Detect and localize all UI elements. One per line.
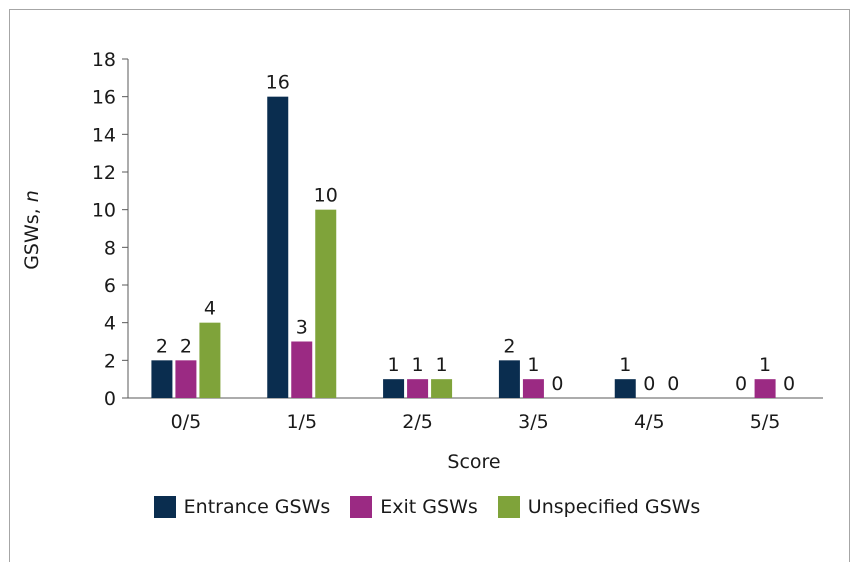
data-label: 0 [643,373,655,395]
legend-label-exit: Exit GSWs [380,496,478,518]
legend: Entrance GSWs Exit GSWs Unspecified GSWs [0,496,854,518]
y-tick-label: 2 [104,350,116,372]
bar [754,379,776,398]
legend-item-entrance: Entrance GSWs [153,496,331,518]
data-label: 1 [527,354,539,376]
data-label: 1 [388,354,400,376]
x-tick-label: 1/5 [286,411,317,433]
bar [315,209,337,398]
bar [614,379,636,398]
y-tick-label: 0 [104,388,116,410]
bar [383,379,405,398]
data-label: 0 [551,373,563,395]
bar [498,360,520,398]
bar [431,379,453,398]
legend-label-entrance: Entrance GSWs [183,496,331,518]
legend-swatch-entrance [153,496,176,518]
data-label: 3 [296,317,308,339]
x-axis-title: Score [447,451,500,473]
y-tick-label: 18 [92,49,116,71]
bar [175,360,197,398]
data-label: 2 [180,335,192,357]
data-label: 1 [436,354,448,376]
x-axis: 0/5 1/5 2/5 3/5 4/5 5/5 [128,397,823,433]
data-label: 1 [759,354,771,376]
data-label: 2 [156,335,168,357]
data-label: 1 [412,354,424,376]
y-axis-title-main: GSWs, [21,202,43,270]
bars [151,96,776,399]
bar [151,360,173,398]
x-tick-label: 0/5 [171,411,202,433]
bar [199,322,221,398]
bar [407,379,429,398]
y-tick-label: 16 [92,87,116,109]
data-label: 0 [667,373,679,395]
legend-swatch-exit [350,496,373,518]
bar [267,96,289,399]
bar [522,379,544,398]
y-tick-label: 10 [92,200,116,222]
legend-item-exit: Exit GSWs [350,496,478,518]
data-label: 1 [619,354,631,376]
y-tick-label: 12 [92,162,116,184]
legend-swatch-unspecified [497,496,520,518]
legend-label-unspecified: Unspecified GSWs [527,496,701,518]
x-tick-label: 3/5 [518,411,549,433]
legend-item-unspecified: Unspecified GSWs [497,496,701,518]
data-label: 16 [266,72,290,94]
y-tick-label: 14 [92,124,116,146]
data-label: 0 [783,373,795,395]
bar [291,341,313,398]
data-label: 4 [204,298,216,320]
data-label: 10 [314,185,338,207]
y-tick-label: 6 [104,275,116,297]
chart-frame [9,9,850,562]
x-tick-label: 4/5 [634,411,665,433]
y-axis-title: GSWs, n [21,190,43,270]
data-label: 2 [503,335,515,357]
x-tick-label: 5/5 [750,411,781,433]
y-axis: 0 2 4 6 8 10 12 14 16 18 [92,49,129,410]
y-tick-label: 8 [104,237,116,259]
data-label: 0 [735,373,747,395]
x-tick-label: 2/5 [402,411,433,433]
y-axis-title-italic: n [21,190,43,202]
y-tick-label: 4 [104,313,116,335]
